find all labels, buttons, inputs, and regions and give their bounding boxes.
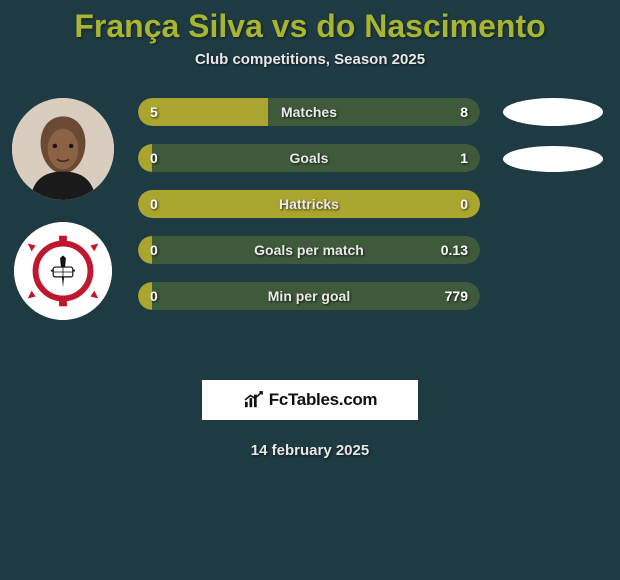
stat-bar-player1-value: 5	[150, 98, 158, 126]
stat-bar-label: Goals	[138, 144, 480, 172]
stat-bar-player1-value: 0	[150, 190, 158, 218]
player2-club-placeholder	[503, 146, 603, 172]
stat-bar-player2-value: 0.13	[441, 236, 468, 264]
comparison-content: Matches58Goals01Hattricks00Goals per mat…	[0, 98, 620, 358]
stat-bar-label: Min per goal	[138, 282, 480, 310]
stat-bar-row: Min per goal0 779	[138, 282, 480, 310]
stat-bar-label: Goals per match	[138, 236, 480, 264]
stat-bar-player2-value: 1	[460, 144, 468, 172]
stat-bar-row: Matches5 8	[138, 98, 480, 126]
stat-bar-player1-value: 0	[150, 144, 158, 172]
chart-icon	[243, 391, 265, 409]
stat-bar-label: Hattricks	[138, 190, 480, 218]
stat-bar-player1-value: 0	[150, 282, 158, 310]
page-subtitle: Club competitions, Season 2025	[0, 51, 620, 68]
player1-photo	[12, 98, 114, 200]
date-text: 14 february 2025	[0, 442, 620, 459]
stat-bars: Matches58Goals01Hattricks00Goals per mat…	[138, 98, 480, 328]
stat-bar-player2-value: 8	[460, 98, 468, 126]
branding-text: FcTables.com	[269, 390, 378, 410]
stat-bar-row: Goals per match0 0.13	[138, 236, 480, 264]
player1-club-badge	[14, 222, 112, 320]
stat-bar-player2-value: 779	[445, 282, 468, 310]
stat-bar-row: Hattricks0 0	[138, 190, 480, 218]
stat-bar-label: Matches	[138, 98, 480, 126]
stat-bar-row: Goals0 1	[138, 144, 480, 172]
stat-bar-player1-value: 0	[150, 236, 158, 264]
player2-column	[498, 98, 608, 172]
stat-bar-player2-value: 0	[460, 190, 468, 218]
player2-photo-placeholder	[503, 98, 603, 126]
branding-box: FcTables.com	[202, 380, 418, 420]
page-title: França Silva vs do Nascimento	[0, 0, 620, 51]
player1-column	[8, 98, 118, 320]
